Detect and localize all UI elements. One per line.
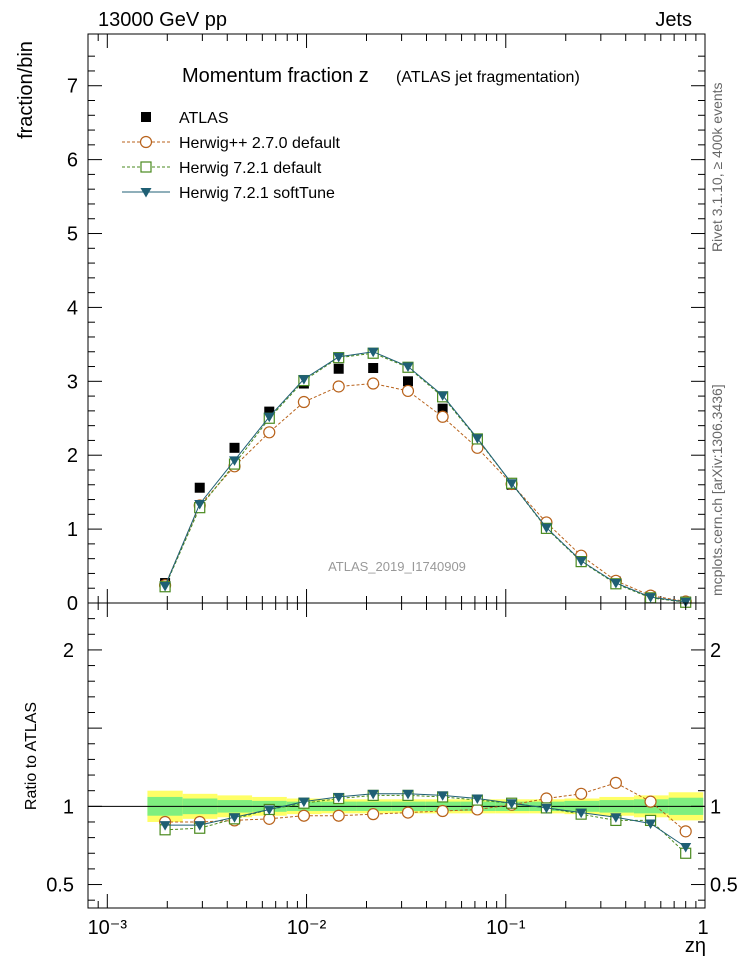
legend-marker-circle: [139, 135, 153, 149]
legend-label: Herwig 7.2.1 default: [179, 160, 322, 177]
x-tick-label: 10⁻¹: [486, 917, 526, 939]
legend-label: Herwig 7.2.1 softTune: [179, 185, 335, 202]
main-y-tick-label: 3: [67, 371, 78, 393]
ratio-point-circle: [436, 804, 449, 818]
main-point-circle: [332, 380, 345, 393]
main-point-triangle: [471, 434, 483, 444]
main-y-tick-label: 2: [67, 445, 78, 467]
main-point-triangle: [367, 347, 379, 358]
ratio-point-circle: [297, 809, 311, 822]
ratio-point-triangle: [575, 808, 587, 819]
main-point-data: [368, 363, 379, 374]
main-point-circle: [263, 426, 276, 439]
main-point-data: [437, 403, 448, 414]
ratio-point-triangle: [506, 799, 518, 809]
ratio-point-triangle: [680, 843, 692, 853]
legend-marker-data: [141, 112, 151, 122]
main-point-circle: [401, 384, 415, 398]
ratio-point-circle: [401, 806, 415, 819]
ratio-point-triangle: [610, 813, 622, 823]
header-left-label: 13000 GeV pp: [98, 9, 227, 31]
main-point-data: [333, 363, 344, 374]
ratio-point-triangle: [540, 803, 552, 814]
legend-label: Herwig++ 2.7.0 default: [179, 135, 341, 152]
ratio-y-tick-label: 0.5: [46, 875, 74, 897]
main-point-triangle: [540, 523, 552, 534]
ratio-point-triangle: [471, 794, 483, 805]
ratio-y-tick-label: 2: [63, 640, 74, 662]
main-y-tick-label: 4: [67, 297, 78, 319]
main-point-triangle: [298, 375, 310, 385]
main-point-data: [194, 482, 205, 493]
ratio-point-triangle: [229, 813, 241, 823]
analysis-watermark: ATLAS_2019_I1740909: [328, 559, 466, 574]
ratio-point-circle: [332, 809, 345, 822]
main-series-line: [164, 352, 686, 603]
ratio-point-circle: [679, 825, 692, 838]
ratio-point-triangle: [194, 821, 206, 831]
legend-label: ATLAS: [179, 110, 229, 127]
main-point-triangle: [333, 352, 345, 363]
main-point-triangle: [437, 391, 449, 401]
main-point-data: [264, 406, 275, 417]
ratio-point-triangle: [402, 789, 414, 800]
main-point-triangle: [159, 582, 171, 592]
mcplots-label: mcplots.cern.ch [arXiv:1306.3436]: [709, 384, 725, 596]
main-point-triangle: [610, 579, 622, 589]
chart-title: Momentum fraction z: [182, 65, 369, 87]
ratio-y-tick-label-right: 0.5: [710, 875, 738, 897]
ratio-point-triangle: [437, 791, 449, 801]
ratio-series-line: [165, 793, 686, 848]
main-point-triangle: [645, 593, 657, 603]
main-point-circle: [297, 395, 311, 409]
ratio-point-triangle: [333, 792, 345, 803]
main-point-data: [229, 442, 240, 453]
main-y-tick-label: 7: [67, 76, 78, 98]
y-axis-label: fraction/bin: [15, 41, 37, 139]
main-point-circle: [367, 377, 380, 390]
ratio-point-triangle: [159, 821, 171, 831]
main-series-line: [164, 351, 686, 603]
main-point-circle: [436, 410, 449, 423]
main-point-triangle: [402, 362, 414, 373]
ratio-plot-frame: [87, 602, 706, 909]
main-point-triangle: [575, 556, 587, 567]
main-point-triangle: [229, 456, 241, 466]
header-right-label: Jets: [655, 9, 692, 31]
legend-marker-square: [140, 161, 152, 173]
ratio-series-line: [165, 782, 687, 832]
ratio-y-tick-label: 1: [63, 796, 74, 818]
ratio-point-triangle: [298, 797, 310, 808]
chart-subtitle: (ATLAS jet fragmentation): [396, 69, 580, 86]
x-axis-label: zη: [685, 935, 706, 957]
main-y-tick-label: 6: [67, 150, 78, 172]
rivet-label: Rivet 3.1.10, ≥ 400k events: [709, 82, 725, 252]
main-point-triangle: [506, 479, 518, 489]
ratio-y-tick-label-right: 2: [710, 640, 721, 662]
ratio-point-triangle: [645, 819, 657, 830]
ratio-point-circle: [367, 808, 380, 821]
ratio-point-circle: [644, 795, 657, 808]
legend-marker-triangle: [140, 188, 152, 198]
main-point-data: [402, 376, 413, 387]
main-y-tick-label: 5: [67, 224, 78, 246]
x-tick-label: 1: [697, 917, 708, 939]
ratio-point-circle: [575, 787, 588, 800]
x-tick-label: 10⁻²: [287, 917, 327, 939]
ratio-point-circle: [609, 776, 622, 789]
main-y-tick-label: 0: [67, 593, 78, 615]
main-point-triangle: [263, 412, 275, 423]
ratio-y-tick-label-right: 1: [710, 796, 721, 818]
main-point-triangle: [194, 499, 206, 510]
x-tick-label: 10⁻³: [88, 917, 128, 939]
ratio-point-triangle: [367, 789, 379, 800]
ratio-point-triangle: [263, 805, 275, 815]
ratio-y-axis-label: Ratio to ATLAS: [23, 702, 40, 810]
main-y-tick-label: 1: [67, 519, 78, 541]
